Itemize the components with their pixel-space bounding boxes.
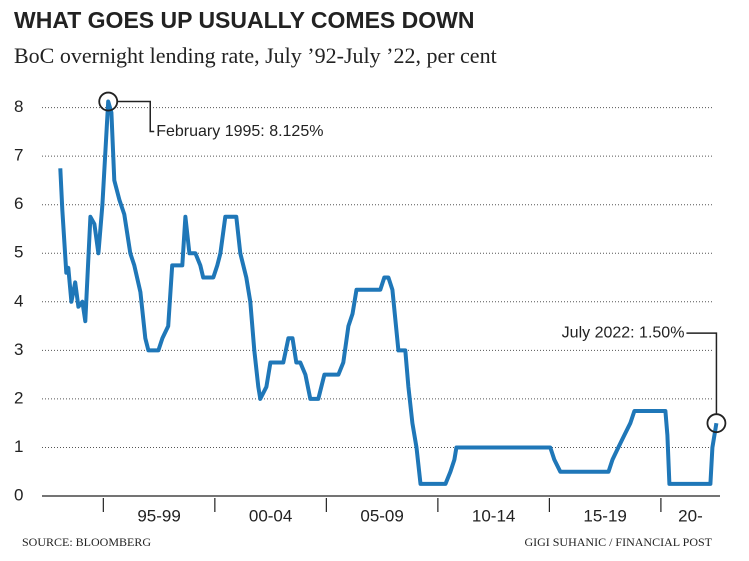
y-tick-label: 2 (14, 388, 23, 407)
y-tick-label: 5 (14, 243, 23, 262)
y-tick-label: 4 (14, 291, 23, 310)
y-tick-label: 7 (14, 146, 23, 165)
y-tick-label: 3 (14, 340, 23, 359)
y-tick-label: 1 (14, 437, 23, 456)
x-band-label: 00-04 (249, 506, 292, 525)
chart-title: WHAT GOES UP USUALLY COMES DOWN (14, 7, 474, 33)
chart-subtitle: BoC overnight lending rate, July ’92-Jul… (14, 43, 497, 68)
x-band-label: 20- (678, 506, 703, 525)
annotation-marker (706, 413, 727, 434)
rate-line (58, 99, 719, 486)
x-band-label: 05-09 (360, 506, 403, 525)
y-tick-label: 8 (14, 97, 23, 116)
annotation-marker (98, 91, 119, 112)
x-band-label: 10-14 (472, 506, 515, 525)
y-tick-label: 6 (14, 194, 23, 213)
credit: GIGI SUHANIC / FINANCIAL POST (524, 535, 712, 549)
y-tick-label: 0 (14, 485, 23, 504)
leader (117, 100, 155, 133)
annotation: July 2022: 1.50% (562, 324, 685, 341)
source: SOURCE: BLOOMBERG (22, 535, 151, 549)
annotation: February 1995: 8.125% (156, 123, 323, 140)
leader (686, 332, 718, 415)
x-band-label: 15-19 (583, 506, 626, 525)
x-band-label: 95-99 (137, 506, 180, 525)
